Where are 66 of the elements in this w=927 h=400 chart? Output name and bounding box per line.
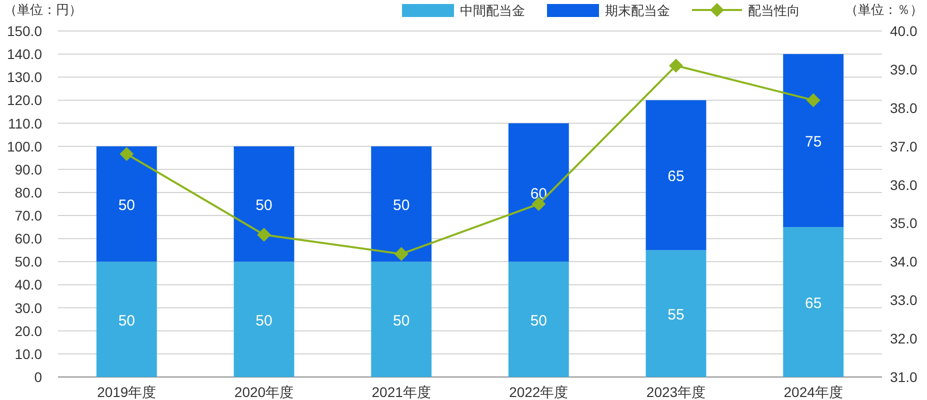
bar bbox=[371, 146, 432, 262]
y-tick-label: 80.0 bbox=[14, 184, 42, 200]
data-label: 65 bbox=[804, 295, 822, 312]
bar bbox=[508, 123, 569, 262]
x-tick-label: 2020年度 bbox=[234, 384, 294, 400]
y2-tick-label: 37.0 bbox=[890, 138, 918, 154]
y2-tick-label: 35.0 bbox=[890, 215, 918, 232]
y-tick-label: 130.0 bbox=[6, 69, 42, 86]
y-axis-title: （単位：円） bbox=[4, 2, 82, 17]
y-tick-label: 50.0 bbox=[14, 254, 42, 270]
bar bbox=[234, 146, 294, 262]
x-tick-label: 2021年度 bbox=[372, 384, 431, 400]
y2-tick-label: 33.0 bbox=[890, 292, 918, 308]
y-tick-label: 100.0 bbox=[6, 138, 42, 154]
legend-label: 期末配当金 bbox=[605, 3, 670, 18]
bar bbox=[96, 262, 157, 377]
y-tick-label: 10.0 bbox=[14, 346, 42, 362]
data-label: 50 bbox=[530, 312, 548, 330]
y2-tick-label: 31.0 bbox=[890, 369, 918, 385]
y2-axis-title: （単位：％） bbox=[845, 2, 923, 17]
x-tick-label: 2022年度 bbox=[509, 384, 568, 400]
data-label: 50 bbox=[392, 197, 410, 214]
bar bbox=[234, 262, 294, 377]
y-tick-label: 40.0 bbox=[14, 276, 42, 293]
legend-label: 配当性向 bbox=[748, 3, 800, 18]
bar bbox=[371, 262, 432, 377]
data-label: 50 bbox=[118, 197, 136, 214]
point bbox=[669, 58, 683, 73]
point bbox=[394, 246, 408, 261]
data-label: 50 bbox=[256, 312, 272, 330]
data-label: 75 bbox=[804, 134, 822, 151]
point bbox=[257, 228, 271, 242]
bar bbox=[96, 146, 157, 262]
y2-tick-label: 40.0 bbox=[890, 23, 918, 39]
y-tick-label: 0 bbox=[34, 369, 42, 385]
data-label: 50 bbox=[392, 312, 410, 330]
y2-tick-label: 32.0 bbox=[890, 330, 918, 347]
point bbox=[806, 93, 820, 108]
data-label: 65 bbox=[668, 168, 684, 186]
bar bbox=[508, 262, 569, 377]
y-tick-label: 120.0 bbox=[6, 92, 42, 108]
point bbox=[120, 147, 134, 162]
x-tick-label: 2024年度 bbox=[784, 384, 843, 400]
bar bbox=[783, 54, 844, 228]
y-tick-label: 30.0 bbox=[14, 300, 42, 316]
y-tick-label: 150.0 bbox=[6, 23, 42, 39]
y2-tick-label: 39.0 bbox=[890, 61, 918, 78]
y-tick-label: 140.0 bbox=[6, 46, 42, 62]
legend-label: 中間配当金 bbox=[460, 3, 525, 18]
y2-tick-label: 38.0 bbox=[890, 100, 918, 116]
bar bbox=[646, 250, 706, 377]
y2-tick-label: 36.0 bbox=[890, 176, 918, 193]
bar bbox=[646, 100, 706, 250]
y2-tick-label: 34.0 bbox=[890, 254, 918, 270]
data-label: 60 bbox=[530, 185, 548, 202]
y-tick-label: 90.0 bbox=[14, 161, 42, 178]
y-tick-label: 70.0 bbox=[14, 208, 42, 224]
y-tick-label: 60.0 bbox=[14, 230, 42, 247]
y-tick-label: 20.0 bbox=[14, 322, 42, 339]
data-label: 50 bbox=[118, 312, 136, 330]
data-label: 55 bbox=[668, 306, 684, 324]
x-tick-label: 2023年度 bbox=[646, 384, 706, 400]
bar bbox=[783, 227, 844, 377]
y-tick-label: 110.0 bbox=[8, 115, 42, 132]
data-label: 50 bbox=[256, 197, 272, 214]
x-tick-label: 2019年度 bbox=[97, 384, 156, 400]
